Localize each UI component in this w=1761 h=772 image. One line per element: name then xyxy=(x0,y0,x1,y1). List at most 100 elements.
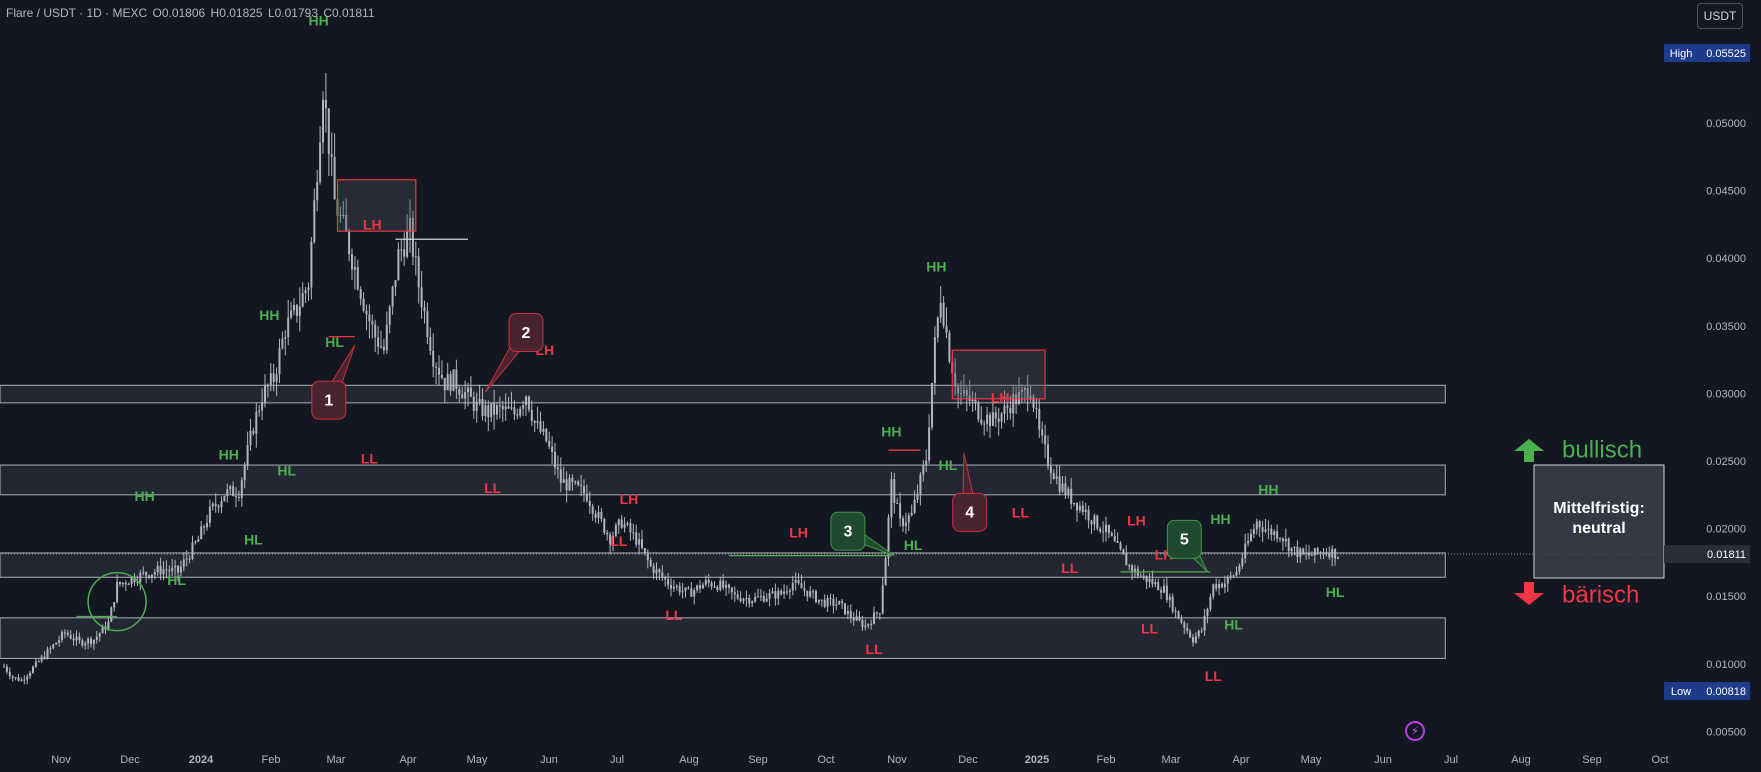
candle-body xyxy=(1261,527,1264,532)
last-price-badge: 0.01811 xyxy=(1664,545,1750,564)
candle-body xyxy=(11,676,14,678)
x-tick-label: Feb xyxy=(1097,754,1116,766)
candle-body xyxy=(324,99,327,109)
candle-body xyxy=(1052,473,1055,479)
candle-body xyxy=(841,600,844,604)
candle-body xyxy=(783,591,786,594)
candle-body xyxy=(1264,529,1267,532)
candle-body xyxy=(652,565,655,574)
callout-number: 4 xyxy=(965,505,974,522)
swing-marker: HH xyxy=(881,423,901,439)
candle-body xyxy=(525,396,527,406)
candle-body xyxy=(414,256,417,258)
candle-body xyxy=(1203,615,1206,631)
zone-0 xyxy=(0,384,1446,404)
candle-body xyxy=(568,477,571,491)
swing-marker: HL xyxy=(939,457,958,473)
candle-body xyxy=(1078,505,1081,511)
callout-4: 4 xyxy=(952,452,988,532)
candle-body xyxy=(603,519,606,533)
candle-body xyxy=(1180,618,1183,623)
candle-body xyxy=(165,569,168,571)
candle-body xyxy=(501,405,504,410)
candles xyxy=(3,72,1339,685)
candle-body xyxy=(200,526,203,540)
candle-body xyxy=(554,452,556,468)
candle-body xyxy=(1238,565,1241,572)
candle-body xyxy=(957,386,960,394)
candle-body xyxy=(965,390,968,396)
symbol-title[interactable]: Flare / USDT · 1D · MEXC xyxy=(6,6,148,20)
swing-marker: LH xyxy=(789,525,808,541)
candle-body xyxy=(948,332,951,362)
candle-body xyxy=(1331,548,1334,558)
candle-body xyxy=(1049,466,1052,474)
candle-body xyxy=(1252,529,1255,535)
currency-button[interactable]: USDT xyxy=(1697,3,1743,29)
candle-body xyxy=(991,412,994,427)
candle-body xyxy=(1247,540,1250,544)
candle-body xyxy=(632,532,635,534)
candle-body xyxy=(904,522,907,527)
swing-marker: HL xyxy=(325,334,344,350)
candle-body xyxy=(739,598,742,602)
callout-2: 2 xyxy=(484,313,544,393)
candle-body xyxy=(49,648,52,650)
candle-body xyxy=(1270,528,1273,535)
candle-body xyxy=(440,374,443,379)
candle-body xyxy=(1316,548,1319,553)
candle-body xyxy=(43,656,46,659)
candle-body xyxy=(733,592,736,595)
candle-body xyxy=(121,582,124,585)
candle-body xyxy=(701,584,704,589)
candle-body xyxy=(188,558,191,560)
candle-body xyxy=(406,231,409,257)
candle-body xyxy=(519,408,522,416)
candle-body xyxy=(757,596,759,598)
swing-marker: LL xyxy=(865,641,883,657)
candle-body xyxy=(1099,528,1102,532)
candle-body xyxy=(1235,571,1238,576)
swing-marker: HH xyxy=(259,307,279,323)
candle-body xyxy=(890,479,893,518)
candle-body xyxy=(986,414,989,424)
candle-body xyxy=(124,582,127,585)
x-tick-label: Aug xyxy=(679,754,699,766)
candle-body xyxy=(971,399,974,401)
summary-box-frame xyxy=(1533,464,1665,579)
candle-body xyxy=(498,405,501,407)
candle-body xyxy=(417,256,420,288)
lightning-icon[interactable]: ⚡ xyxy=(1405,721,1425,741)
candle-body xyxy=(1287,538,1290,552)
price-badges: High 0.05525 Low 0.00818 0.01811 xyxy=(1664,44,1750,700)
callout-number: 5 xyxy=(1180,532,1189,549)
candle-body xyxy=(829,597,832,599)
candle-body xyxy=(933,337,936,383)
candle-body xyxy=(191,542,194,559)
candle-body xyxy=(240,480,243,499)
candle-body xyxy=(139,572,142,583)
candle-body xyxy=(893,479,896,504)
candle-body xyxy=(1087,509,1090,521)
candle-body xyxy=(1168,596,1171,601)
candle-body xyxy=(458,388,461,395)
lh-box-1 xyxy=(951,349,1046,400)
candle-body xyxy=(791,582,794,591)
candle-body xyxy=(1325,552,1328,555)
candle-body xyxy=(774,591,777,599)
candle-body xyxy=(672,586,675,589)
high-badge-value-bg xyxy=(1698,44,1750,62)
summary-box: Mittelfristig: neutral xyxy=(1533,464,1665,579)
candle-body xyxy=(385,324,388,351)
candle-body xyxy=(1310,555,1313,557)
swing-marker: LH xyxy=(1127,513,1146,529)
candle-body xyxy=(916,494,919,500)
candle-body xyxy=(110,607,113,622)
candle-body xyxy=(174,565,177,568)
candle-body xyxy=(496,405,498,415)
candle-body xyxy=(258,410,261,412)
last-price-badge-value: 0.01811 xyxy=(1707,549,1746,561)
y-tick-label: 0.04500 xyxy=(1706,186,1746,198)
candle-body xyxy=(229,486,232,490)
